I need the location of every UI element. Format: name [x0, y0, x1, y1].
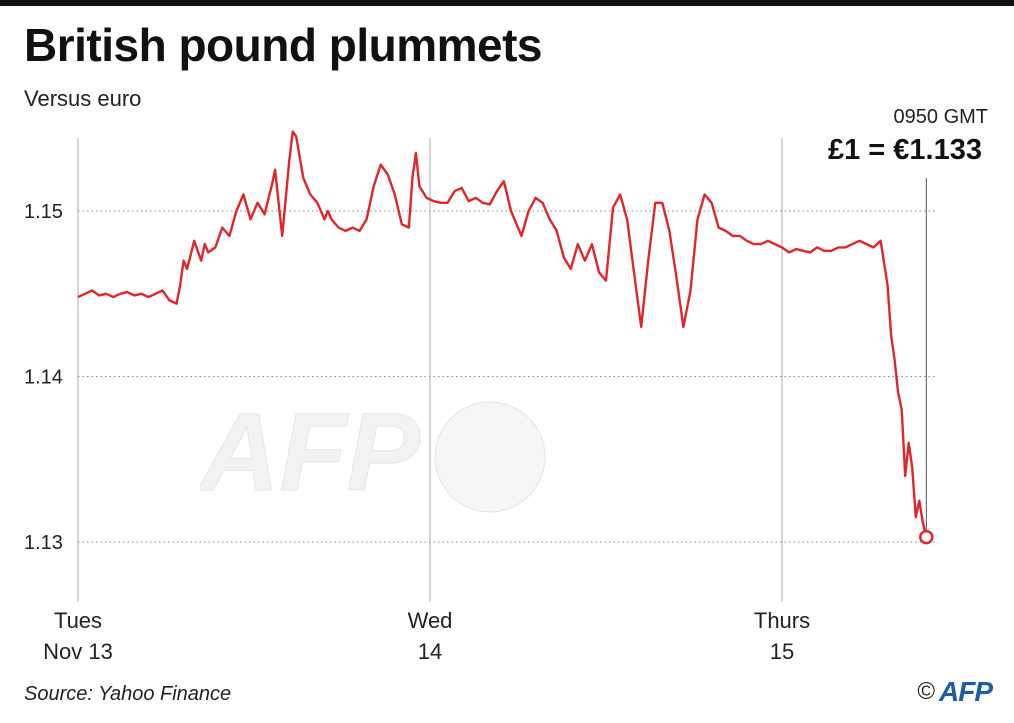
x-axis-ticks: Tues Nov 13 Wed 14 Thurs 15: [43, 608, 810, 664]
day-separators: [77, 138, 783, 602]
annotation-time: 0950 GMT: [893, 106, 988, 128]
x-tick-label-1: Wed: [408, 608, 453, 633]
top-rule: [0, 0, 1014, 6]
x-tick-sublabel-1: 14: [418, 639, 442, 664]
chart-subtitle: Versus euro: [24, 86, 142, 111]
y-tick-label-1.15: 1.15: [24, 201, 63, 223]
y-tick-label-1.13: 1.13: [24, 532, 63, 554]
chart-title: British pound plummets: [24, 19, 543, 71]
series-line-gbp-eur: [77, 130, 928, 538]
credit: © AFP: [917, 676, 993, 708]
afp-logo: AFP: [939, 676, 993, 707]
x-tick-sublabel-0: Nov 13: [43, 639, 113, 664]
source-note: Source: Yahoo Finance: [24, 683, 232, 705]
x-tick-label-0: Tues: [54, 608, 102, 633]
copyright-symbol: ©: [917, 678, 935, 705]
y-axis-ticks: 1.15 1.14 1.13: [24, 201, 63, 554]
end-point-marker: [919, 529, 934, 545]
x-tick-label-2: Thurs: [754, 608, 810, 633]
x-tick-sublabel-2: 15: [770, 639, 794, 664]
gridlines: [78, 210, 935, 543]
y-tick-label-1.14: 1.14: [24, 367, 63, 389]
annotation-value: £1 = €1.133: [827, 134, 982, 166]
